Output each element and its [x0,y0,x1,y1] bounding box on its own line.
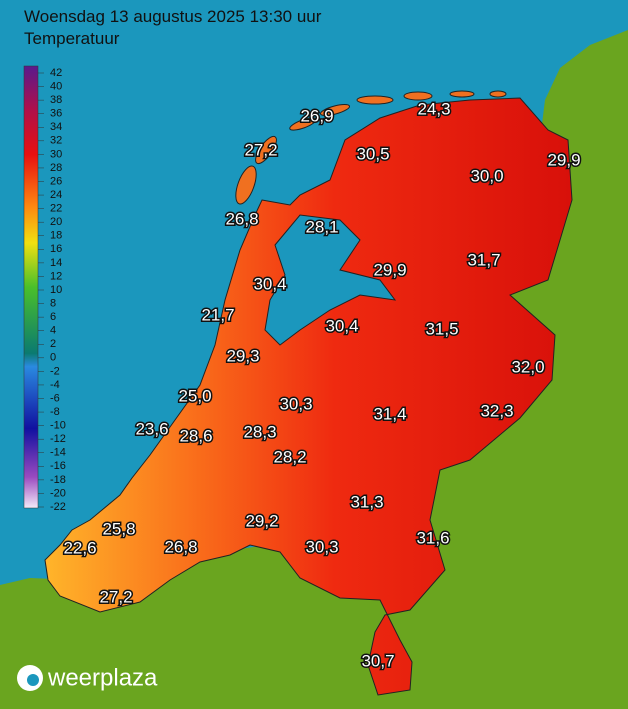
legend-label: -16 [50,460,66,472]
title: Woensdag 13 augustus 2025 13:30 uur [24,7,322,26]
temperature-label: 23,6 [135,419,168,438]
legend-label: -20 [50,487,66,499]
temperature-label: 31,5 [425,319,458,338]
lake [264,214,397,346]
land [0,30,628,709]
legend-label: 28 [50,162,62,174]
legend-label: 2 [50,338,56,350]
temperature-label: 30,3 [305,537,338,556]
temperature-label: 28,2 [273,447,306,466]
islands [235,90,507,205]
legend-label: -12 [50,433,66,445]
temperature-label: 30,5 [356,144,389,163]
legend-label: 0 [50,352,56,364]
legend-label: 20 [50,216,62,228]
legend-label: -6 [50,392,60,404]
legend-label: 18 [50,230,62,242]
temperature-label: 30,3 [279,394,312,413]
legend-label: -18 [50,474,66,486]
temperature-label: 30,7 [361,651,394,670]
legend-label: 26 [50,175,62,187]
legend-label: 8 [50,297,56,309]
temperature-label: 29,9 [547,150,580,169]
temperature-label: 24,3 [417,99,450,118]
logo-icon-inner [27,674,39,686]
temperature-label: 30,4 [253,274,286,293]
legend-label: -22 [50,501,66,513]
temperature-label: 27,2 [99,587,132,606]
legend-label: 24 [50,189,62,201]
temperature-label: 31,6 [416,528,449,547]
subtitle: Temperatuur [24,29,120,48]
temperature-label: 27,2 [244,140,277,159]
temperature-label: 30,4 [325,316,358,335]
temperature-label: 25,0 [178,386,211,405]
legend-label: 4 [50,325,56,337]
legend-label: 38 [50,94,62,106]
netherlands [44,97,573,696]
legend-label: 12 [50,270,62,282]
legend-label: 40 [50,80,62,92]
temperature-label: 26,9 [300,106,333,125]
temperature-label: 32,0 [511,357,544,376]
temperature-label: 29,2 [245,511,278,530]
legend-label: 6 [50,311,56,323]
legend-label: 34 [50,121,62,133]
legend-label: 42 [50,67,62,79]
legend-label: 16 [50,243,62,255]
temperature-label: 31,3 [350,492,383,511]
temperature-label: 28,6 [179,426,212,445]
legend-label: -2 [50,365,60,377]
temperature-label: 26,8 [164,537,197,556]
legend-label: -10 [50,420,66,432]
temperature-label: 28,3 [243,422,276,441]
legend-label: 30 [50,148,62,160]
temperature-label: 25,8 [102,519,135,538]
temperature-label: 28,1 [305,217,338,236]
temperature-label: 31,7 [467,250,500,269]
logo: weerplaza [47,664,158,691]
temperature-label: 31,4 [373,404,406,423]
legend-label: -14 [50,447,66,459]
legend-label: 32 [50,135,62,147]
color-scale [23,65,39,509]
legend-label: 14 [50,257,62,269]
legend-label: 10 [50,284,62,296]
legend-label: -4 [50,379,60,391]
legend-label: -8 [50,406,60,418]
temperature-label: 29,9 [373,260,406,279]
temperature-label: 21,7 [201,305,234,324]
temperature-label: 29,3 [226,346,259,365]
legend-label: 22 [50,203,62,215]
legend-label: 36 [50,108,62,120]
temperature-label: 26,8 [225,209,258,228]
temperature-label: 32,3 [480,401,513,420]
temperature-label: 30,0 [470,166,503,185]
temperature-label: 22,6 [63,538,96,557]
